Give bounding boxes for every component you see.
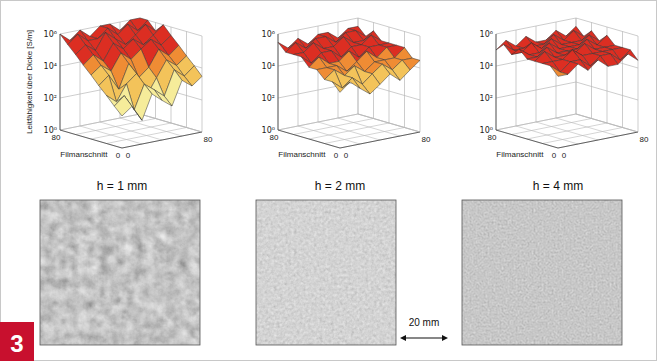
- svg-text:10⁴: 10⁴: [262, 62, 275, 71]
- svg-text:0: 0: [334, 151, 339, 160]
- svg-text:10²: 10²: [480, 94, 493, 103]
- svg-text:10⁶: 10⁶: [480, 30, 493, 39]
- svg-text:3: 3: [10, 330, 23, 357]
- svg-text:10⁶: 10⁶: [44, 30, 57, 39]
- svg-text:10⁴: 10⁴: [44, 62, 57, 71]
- svg-text:10⁴: 10⁴: [480, 62, 493, 71]
- svg-text:0: 0: [552, 151, 557, 160]
- svg-text:80: 80: [270, 133, 279, 142]
- svg-text:h = 4 mm: h = 4 mm: [533, 179, 583, 193]
- svg-text:0: 0: [344, 151, 349, 160]
- svg-text:Leitfähigkeit über Dicke [S/m]: Leitfähigkeit über Dicke [S/m]: [25, 30, 34, 134]
- svg-text:0: 0: [126, 151, 131, 160]
- svg-text:10⁰: 10⁰: [261, 126, 275, 135]
- svg-text:80: 80: [640, 135, 649, 144]
- svg-text:80: 80: [204, 135, 213, 144]
- svg-text:Filmanschnitt: Filmanschnitt: [278, 150, 326, 159]
- svg-text:10⁶: 10⁶: [262, 30, 275, 39]
- svg-text:Filmanschnitt: Filmanschnitt: [496, 150, 544, 159]
- svg-text:0: 0: [116, 151, 121, 160]
- svg-text:10²: 10²: [262, 94, 275, 103]
- svg-text:20 mm: 20 mm: [409, 317, 440, 328]
- svg-text:0: 0: [562, 151, 567, 160]
- svg-text:80: 80: [488, 133, 497, 142]
- svg-text:h = 2 mm: h = 2 mm: [315, 179, 365, 193]
- svg-text:Filmanschnitt: Filmanschnitt: [60, 150, 108, 159]
- svg-text:80: 80: [52, 133, 61, 142]
- svg-text:80: 80: [422, 135, 431, 144]
- svg-text:10⁰: 10⁰: [43, 126, 57, 135]
- svg-text:h = 1 mm: h = 1 mm: [97, 179, 147, 193]
- svg-text:10⁰: 10⁰: [479, 126, 493, 135]
- svg-text:10²: 10²: [44, 94, 57, 103]
